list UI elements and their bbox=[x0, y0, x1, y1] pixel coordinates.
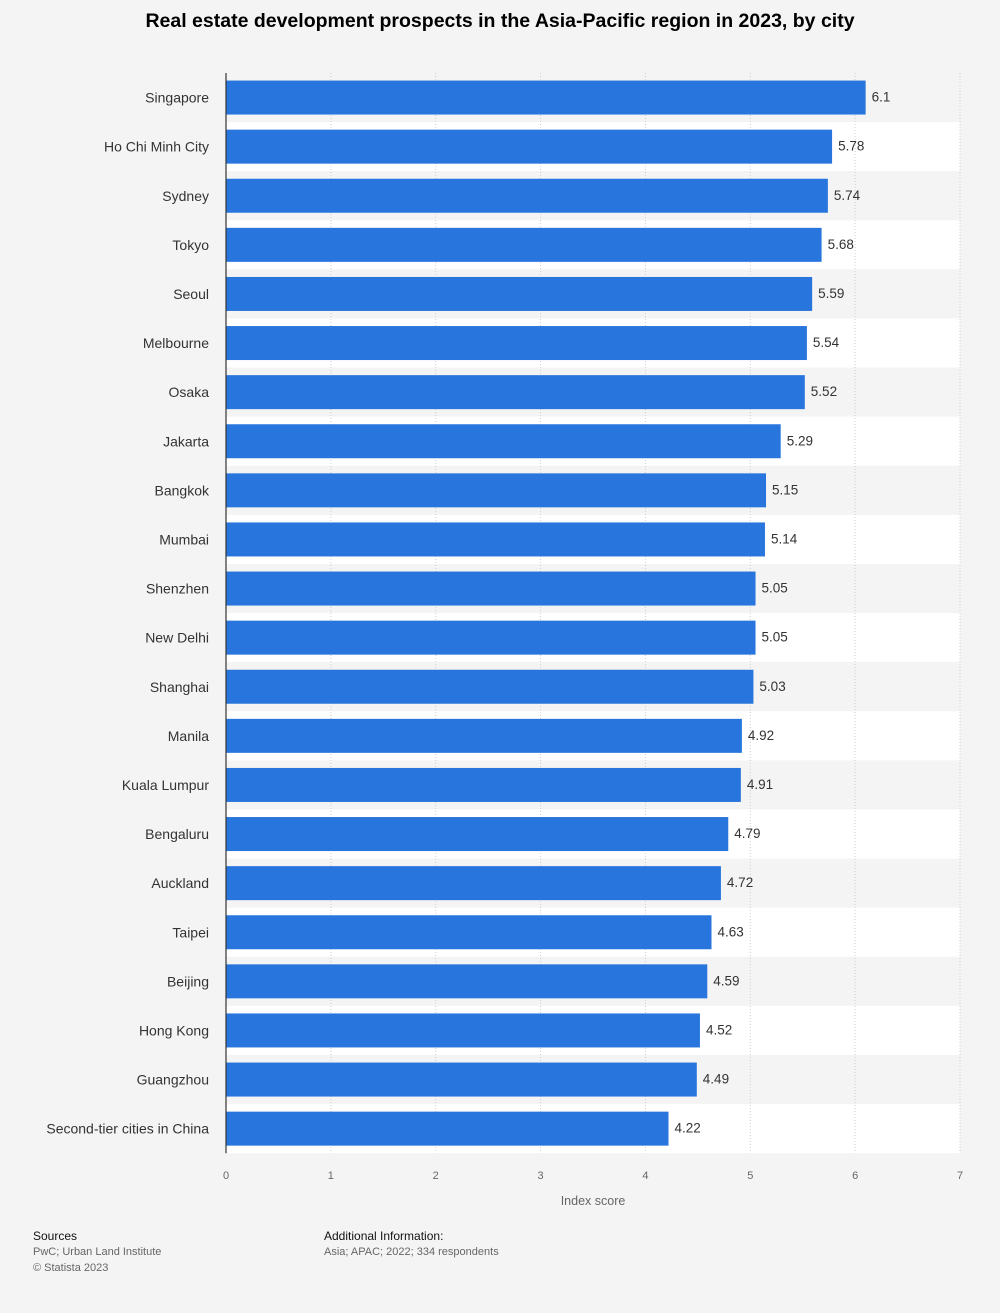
bar bbox=[226, 718, 742, 753]
x-tick-label: 5 bbox=[747, 1170, 753, 1182]
additional-info-text: Asia; APAC; 2022; 334 respondents bbox=[324, 1246, 499, 1258]
category-label: Tokyo bbox=[172, 237, 209, 253]
category-label: Singapore bbox=[145, 90, 209, 106]
category-label: Auckland bbox=[151, 875, 209, 891]
value-label: 4.22 bbox=[674, 1121, 700, 1136]
sources-line: PwC; Urban Land Institute bbox=[33, 1246, 162, 1258]
copyright-line: © Statista 2023 bbox=[33, 1262, 109, 1274]
value-label: 5.78 bbox=[838, 139, 864, 154]
value-label: 5.59 bbox=[818, 286, 844, 301]
bar bbox=[226, 178, 828, 213]
category-label: Jakarta bbox=[163, 433, 209, 449]
additional-info-block: Additional Information: Asia; APAC; 2022… bbox=[324, 1228, 499, 1260]
sources-block: Sources PwC; Urban Land Institute © Stat… bbox=[33, 1228, 161, 1276]
x-tick-label: 7 bbox=[957, 1170, 963, 1182]
bar bbox=[226, 669, 754, 704]
bar bbox=[226, 375, 805, 410]
category-label: Sydney bbox=[162, 188, 209, 204]
bar bbox=[226, 1013, 700, 1048]
category-label: Shenzhen bbox=[146, 581, 209, 597]
value-label: 4.79 bbox=[734, 826, 760, 841]
x-axis-title: Index score bbox=[561, 1194, 626, 1208]
category-label: New Delhi bbox=[145, 630, 209, 646]
bar bbox=[226, 326, 807, 361]
value-label: 5.29 bbox=[787, 433, 813, 448]
additional-info-heading: Additional Information: bbox=[324, 1229, 444, 1243]
bar bbox=[226, 129, 833, 164]
bar bbox=[226, 866, 721, 901]
category-label: Kuala Lumpur bbox=[122, 777, 210, 793]
category-label: Melbourne bbox=[143, 335, 209, 351]
bar bbox=[226, 227, 822, 262]
x-tick-label: 4 bbox=[642, 1170, 648, 1182]
value-label: 5.52 bbox=[811, 384, 837, 399]
value-label: 4.72 bbox=[727, 875, 753, 890]
value-label: 4.52 bbox=[706, 1022, 732, 1037]
value-label: 5.54 bbox=[813, 335, 840, 350]
value-label: 4.59 bbox=[713, 973, 739, 988]
bar bbox=[226, 80, 866, 115]
category-label: Taipei bbox=[172, 924, 209, 940]
bar bbox=[226, 473, 767, 508]
bar bbox=[226, 915, 712, 950]
sources-heading: Sources bbox=[33, 1229, 78, 1243]
category-label: Ho Chi Minh City bbox=[104, 139, 209, 155]
bar bbox=[226, 1111, 669, 1146]
category-label: Mumbai bbox=[159, 531, 209, 547]
value-label: 5.05 bbox=[762, 630, 788, 645]
x-tick-label: 2 bbox=[433, 1170, 439, 1182]
bar bbox=[226, 571, 756, 606]
value-label: 5.74 bbox=[834, 188, 861, 203]
bar bbox=[226, 424, 781, 459]
value-label: 4.92 bbox=[748, 728, 774, 743]
category-label: Bangkok bbox=[155, 482, 210, 498]
x-tick-label: 3 bbox=[538, 1170, 544, 1182]
category-label: Bengaluru bbox=[145, 826, 209, 842]
category-label: Osaka bbox=[169, 384, 210, 400]
category-label: Second-tier cities in China bbox=[46, 1121, 209, 1137]
x-tick-label: 0 bbox=[223, 1170, 229, 1182]
category-label: Seoul bbox=[173, 286, 209, 302]
bar bbox=[226, 276, 813, 311]
value-label: 5.14 bbox=[771, 531, 798, 546]
bar bbox=[226, 522, 765, 557]
value-label: 5.68 bbox=[828, 237, 854, 252]
bar bbox=[226, 767, 741, 802]
value-label: 4.63 bbox=[717, 924, 743, 939]
bar bbox=[226, 964, 708, 999]
value-label: 4.49 bbox=[703, 1072, 729, 1087]
category-label: Manila bbox=[168, 728, 209, 744]
value-label: 4.91 bbox=[747, 777, 773, 792]
bar bbox=[226, 1062, 697, 1097]
value-label: 5.03 bbox=[759, 679, 785, 694]
category-label: Beijing bbox=[167, 973, 209, 989]
x-tick-label: 6 bbox=[852, 1170, 858, 1182]
value-label: 5.15 bbox=[772, 482, 798, 497]
value-label: 5.05 bbox=[762, 581, 788, 596]
category-label: Shanghai bbox=[150, 679, 209, 695]
value-label: 6.1 bbox=[872, 90, 891, 105]
category-label: Guangzhou bbox=[137, 1072, 209, 1088]
x-tick-label: 1 bbox=[328, 1170, 334, 1182]
chart-title: Real estate development prospects in the… bbox=[145, 10, 855, 32]
bar-chart: Singapore 6.1 Ho Chi Minh City 5.78 Sydney 5.… bbox=[46, 73, 963, 1208]
bar bbox=[226, 620, 756, 655]
bar bbox=[226, 817, 729, 852]
category-label: Hong Kong bbox=[139, 1022, 209, 1038]
